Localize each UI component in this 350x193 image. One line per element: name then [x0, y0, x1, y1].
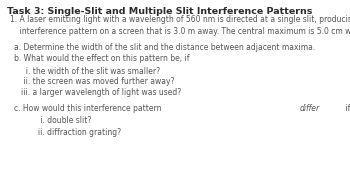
- Text: differ: differ: [299, 104, 320, 113]
- Text: a. Determine the width of the slit and the distance between adjacent maxima.: a. Determine the width of the slit and t…: [14, 43, 315, 52]
- Text: i. double slit?: i. double slit?: [26, 116, 92, 125]
- Text: if the light was shone through a: if the light was shone through a: [343, 104, 350, 113]
- Text: 1. A laser emitting light with a wavelength of 560 nm is directed at a single sl: 1. A laser emitting light with a wavelen…: [10, 15, 350, 25]
- Text: interference pattern on a screen that is 3.0 m away. The central maximum is 5.0 : interference pattern on a screen that is…: [10, 27, 350, 36]
- Text: i. the width of the slit was smaller?: i. the width of the slit was smaller?: [21, 67, 160, 76]
- Text: c. How would this interference pattern: c. How would this interference pattern: [14, 104, 164, 113]
- Text: Task 3: Single-Slit and Multiple Slit Interference Patterns: Task 3: Single-Slit and Multiple Slit In…: [7, 7, 312, 16]
- Text: b. What would the effect on this pattern be, if: b. What would the effect on this pattern…: [14, 54, 189, 63]
- Text: ii. the screen was moved further away?: ii. the screen was moved further away?: [21, 77, 175, 86]
- Text: ii. diffraction grating?: ii. diffraction grating?: [26, 128, 121, 137]
- Text: iii. a larger wavelength of light was used?: iii. a larger wavelength of light was us…: [21, 88, 181, 97]
